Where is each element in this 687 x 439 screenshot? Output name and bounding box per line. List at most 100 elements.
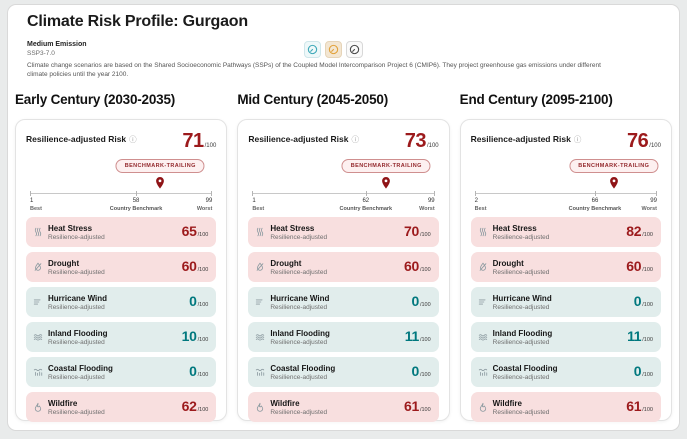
hurricane-wind-icon — [33, 297, 43, 307]
coastal-flooding-icon — [33, 367, 43, 377]
risk-row-value: 60 — [626, 258, 642, 274]
risk-row-title: Hurricane Wind — [492, 293, 552, 303]
risk-row: Drought Resilience-adjusted 60/100 — [470, 252, 661, 282]
risk-row-subtitle: Resilience-adjusted — [492, 303, 550, 311]
risk-row-value: 65 — [181, 223, 197, 239]
risk-row-value-suffix: /100 — [197, 407, 209, 413]
info-icon[interactable]: ⓘ — [573, 135, 582, 144]
risk-row-subtitle: Resilience-adjusted — [492, 373, 550, 381]
info-icon[interactable]: ⓘ — [129, 135, 137, 144]
risk-row-subtitle: Resilience-adjusted — [492, 338, 550, 346]
benchmark-badge: BENCHMARK-TRAILING — [341, 159, 431, 173]
risk-row-title: Heat Stress — [270, 223, 315, 233]
risk-row-value-suffix: /100 — [197, 302, 209, 308]
risk-row-title: Heat Stress — [48, 223, 93, 233]
risk-row-title: Drought — [270, 258, 302, 268]
wildfire-icon — [478, 402, 488, 412]
scale-max: 99 Worst — [419, 198, 435, 212]
benchmark-caption: Country Benchmark — [568, 206, 622, 212]
risk-row-value-suffix: /100 — [419, 337, 431, 343]
risk-row-subtitle: Resilience-adjusted — [48, 233, 105, 241]
info-icon[interactable]: ⓘ — [351, 135, 359, 144]
score-pin-icon — [155, 176, 166, 190]
risk-card: Resilience-adjusted Risk ⓘ 76/100 BENCHMA… — [459, 119, 672, 422]
risk-row-value: 0 — [411, 363, 419, 379]
risk-row-value-suffix: /100 — [197, 232, 209, 238]
column-mid-century: Mid Century (2045-2050) Resilience-adjus… — [237, 90, 450, 426]
hurricane-wind-icon — [478, 297, 488, 307]
scale-benchmark-group: 66 Country Benchmark — [569, 198, 622, 212]
risk-row: Inland Flooding Resilience-adjusted 10/10… — [26, 322, 217, 352]
column-heading: Early Century (2030-2035) — [15, 92, 176, 107]
risk-score: 71 — [182, 130, 204, 152]
risk-row-subtitle: Resilience-adjusted — [492, 268, 550, 276]
emission-scenario-selector — [304, 41, 363, 58]
risk-row-title: Coastal Flooding — [492, 363, 558, 373]
risk-row-title: Wildfire — [492, 398, 522, 408]
wildfire-icon — [33, 402, 43, 412]
benchmark-scale: BENCHMARK-TRAILING 2 Best 99 Worst 66 Coun… — [474, 155, 659, 215]
medium-emission-button[interactable] — [325, 41, 342, 58]
risk-card-title: Resilience-adjusted Risk ⓘ — [26, 134, 137, 144]
risk-row-value: 10 — [181, 328, 197, 344]
gauge-low-icon — [307, 44, 318, 55]
column-end-century: End Century (2095-2100) Resilience-adjus… — [459, 90, 672, 426]
risk-row-value: 61 — [403, 398, 419, 414]
risk-row-title: Wildfire — [48, 398, 78, 408]
risk-row: Coastal Flooding Resilience-adjusted 0/10… — [248, 357, 439, 387]
risk-row-list: Heat Stress Resilience-adjusted 82/100 Dr… — [470, 217, 661, 422]
benchmark-value-label: 62 — [362, 198, 370, 204]
benchmark-badge: BENCHMARK-TRAILING — [569, 159, 659, 173]
risk-row-subtitle: Resilience-adjusted — [270, 233, 328, 241]
drought-icon — [33, 262, 43, 272]
scale-min: 1 Best — [30, 198, 42, 212]
risk-row-title: Wildfire — [270, 398, 300, 408]
scale-benchmark-group: 58 Country Benchmark — [110, 198, 163, 212]
risk-row-value-suffix: /100 — [197, 337, 209, 343]
scale-max: 99 Worst — [641, 198, 657, 212]
risk-row: Heat Stress Resilience-adjusted 82/100 — [470, 217, 661, 247]
scenario-code: SSP3-7.0 — [27, 50, 55, 57]
scale-track — [30, 191, 213, 196]
risk-row: Wildfire Resilience-adjusted 61/100 — [248, 392, 439, 422]
risk-row-subtitle: Resilience-adjusted — [270, 408, 328, 416]
gauge-medium-icon — [328, 44, 339, 55]
risk-row-title: Hurricane Wind — [48, 293, 108, 303]
risk-card: Resilience-adjusted Risk ⓘ 73/100 BENCHMA… — [237, 119, 450, 422]
risk-row-title: Coastal Flooding — [48, 363, 113, 373]
benchmark-value-label: 66 — [591, 198, 599, 204]
drought-icon — [255, 262, 265, 272]
risk-row: Hurricane Wind Resilience-adjusted 0/100 — [470, 287, 661, 317]
risk-score: 76 — [627, 130, 649, 152]
coastal-flooding-icon — [255, 367, 265, 377]
risk-row-subtitle: Resilience-adjusted — [48, 338, 105, 346]
risk-row: Hurricane Wind Resilience-adjusted 0/100 — [26, 287, 217, 317]
risk-row: Drought Resilience-adjusted 60/100 — [248, 252, 439, 282]
scale-benchmark-group: 62 Country Benchmark — [340, 198, 393, 212]
risk-row-list: Heat Stress Resilience-adjusted 70/100 Dr… — [248, 217, 439, 422]
risk-row-subtitle: Resilience-adjusted — [492, 233, 550, 241]
benchmark-tick — [594, 191, 596, 196]
risk-row: Hurricane Wind Resilience-adjusted 0/100 — [248, 287, 439, 317]
risk-row: Wildfire Resilience-adjusted 62/100 — [26, 392, 217, 422]
high-emission-button[interactable] — [346, 41, 363, 58]
benchmark-tick — [136, 191, 138, 196]
app-panel: Climate Risk Profile: Gurgaon Medium Emi… — [7, 4, 680, 431]
inland-flooding-icon — [33, 332, 43, 342]
risk-row-value-suffix: /100 — [419, 267, 431, 273]
score-pin-icon — [608, 176, 619, 190]
benchmark-caption: Country Benchmark — [339, 206, 393, 212]
scale-max: 99 Worst — [196, 198, 213, 212]
risk-row-value: 0 — [411, 293, 419, 309]
risk-row: Heat Stress Resilience-adjusted 65/100 — [26, 217, 217, 247]
low-emission-button[interactable] — [304, 41, 321, 58]
scale-min: 1 Best — [252, 198, 265, 212]
risk-row-title: Drought — [48, 258, 80, 268]
risk-row-title: Inland Flooding — [48, 328, 108, 338]
risk-row-value: 0 — [189, 363, 197, 379]
risk-row-title: Inland Flooding — [270, 328, 330, 338]
risk-row-value-suffix: /100 — [642, 232, 653, 238]
risk-row-value: 70 — [403, 223, 419, 239]
risk-row: Heat Stress Resilience-adjusted 70/100 — [248, 217, 439, 247]
heat-stress-icon — [478, 227, 488, 237]
